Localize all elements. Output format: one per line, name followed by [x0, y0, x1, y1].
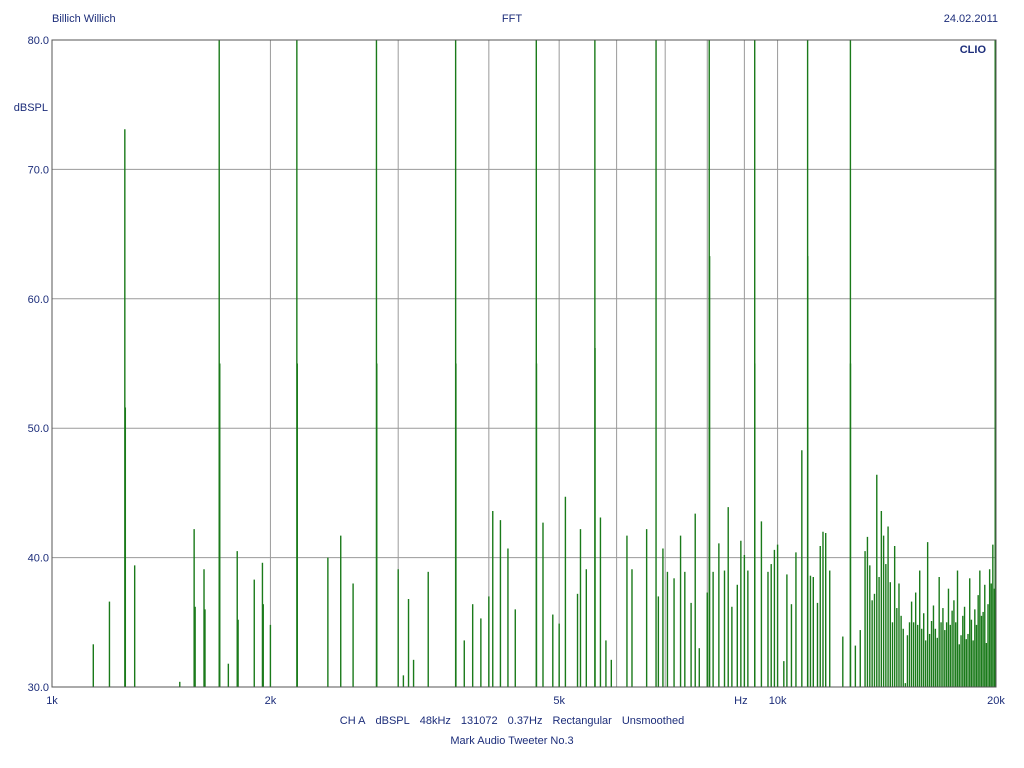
setting-item: dBSPL — [375, 715, 410, 727]
setting-item: 48kHz — [419, 715, 451, 727]
plot-frame — [51, 39, 997, 688]
y-tick-label: 40.0 — [28, 553, 49, 565]
x-tick-label: 20k — [987, 695, 1005, 707]
axis-labels: 30.0 40.0 50.0 60.0 70.0 80.0 dBSPL 1k 2k 5k 10k 20… — [14, 35, 1006, 707]
y-tick-label: 30.0 — [28, 682, 49, 694]
y-tick-label: 50.0 — [28, 423, 49, 435]
setting-item: Unsmoothed — [621, 715, 685, 727]
chart-subtitle: Mark Audio Tweeter No.3 — [450, 735, 574, 747]
setting-item: 0.37Hz — [507, 715, 543, 727]
x-tick-label: 10k — [769, 695, 787, 707]
brand-label: CLIO — [960, 44, 987, 56]
chart-title: FFT — [501, 13, 523, 25]
spectrum-trace — [92, 40, 996, 687]
setting-item: 131072 — [460, 715, 498, 727]
x-tick-label: 1k — [46, 695, 58, 707]
y-tick-label: 60.0 — [28, 294, 49, 306]
chart-date: 24.02.2011 — [943, 13, 998, 25]
x-tick-label: 5k — [553, 695, 565, 707]
x-axis-label: Hz — [734, 695, 747, 707]
y-tick-label: 80.0 — [28, 35, 49, 47]
setting-item: CH A — [339, 715, 366, 727]
y-axis-label: dBSPL — [14, 102, 48, 114]
setting-item: Rectangular — [552, 715, 612, 727]
app-title: Billich Willich — [52, 13, 116, 25]
x-tick-label: 2k — [265, 695, 277, 707]
y-tick-label: 70.0 — [28, 164, 49, 176]
measurement-settings: CH A dBSPL 48kHz 131072 0.37Hz Rectangular Uns… — [0, 714, 1024, 728]
